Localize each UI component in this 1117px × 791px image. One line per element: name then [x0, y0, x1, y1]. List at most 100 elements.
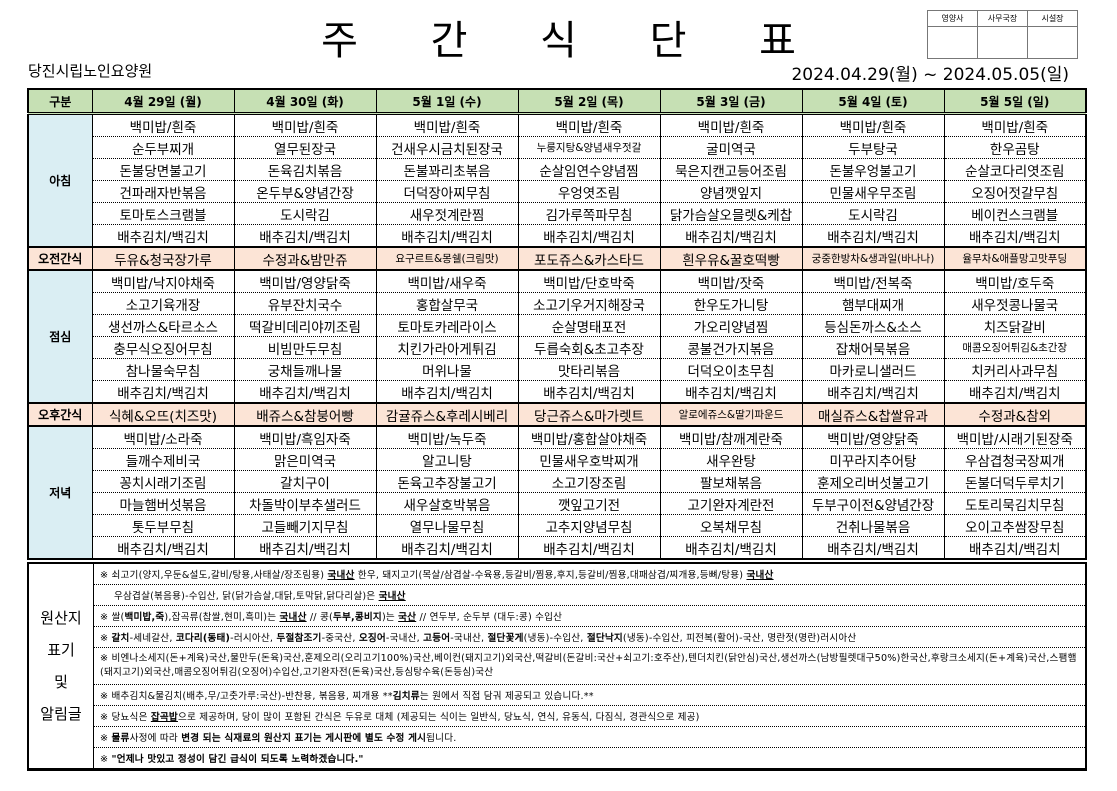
emphasis-text: 국산: [398, 612, 417, 623]
menu-item: 치커리사과무침: [943, 358, 1087, 381]
notice-text: 으로 제공하며, 당이 많이 포함된 간식은 두유로 대체 (제공되는 식이는 …: [177, 712, 700, 723]
notice-text: ※ 비엔나소세지(돈+계육)국산,물만두(돈육)국산,훈제오리(오리고기100%…: [100, 653, 1077, 678]
notice-line: ※ 쌀(백미밥,죽),잡곡류(찹쌀,현미,흑미)는 국내산 // 콩(두부,콩비…: [93, 605, 1086, 627]
menu-item: 배추김치/백김치: [375, 224, 519, 248]
menu-item: 소고기우거지해장국: [517, 292, 661, 315]
meal-label: 저녁: [27, 426, 93, 560]
menu-item: 백미밥/소라죽: [91, 426, 235, 449]
emphasis-text: 국내산: [378, 591, 406, 602]
menu-item: 굴미역국: [659, 136, 803, 159]
menu-item: 백미밥/흑임자죽: [233, 426, 377, 449]
menu-item: 열무된장국: [233, 136, 377, 159]
menu-item: 수정과&밤만쥬: [233, 247, 377, 271]
menu-item: 포도쥬스&카스타드: [517, 247, 661, 271]
menu-item: 건파래자반볶음: [91, 180, 235, 203]
menu-item: 도토리묵김치무침: [943, 492, 1087, 515]
meal-row: 배추김치/백김치 배추김치/백김치 배추김치/백김치 배추김치/백김치 배추김치/백김치…: [28, 224, 1087, 248]
menu-item: 가오리양념찜: [659, 314, 803, 337]
menu-item: 돈육김치볶음: [233, 158, 377, 181]
menu-item: 유부잔치국수: [233, 292, 377, 315]
menu-item: 등심돈까스&소스: [801, 314, 945, 337]
menu-item: 백미밥/낙지야채죽: [91, 270, 235, 293]
menu-item: 배추김치/백김치: [517, 536, 661, 560]
menu-item: 생선까스&타르소스: [91, 314, 235, 337]
menu-item: 톳두부무침: [91, 514, 235, 537]
notice-line: ※ 쇠고기(양지,우둔&설도,갈비/탕용,사태살/장조림용) 국내산 한우, 돼…: [93, 563, 1086, 585]
weekly-menu-table: 구분 4월 29일 (월) 4월 30일 (화) 5월 1일 (수) 5월 2일 (목)…: [27, 88, 1087, 560]
meal-row: 점심 백미밥/낙지야채죽 백미밥/영양닭죽 백미밥/새우죽 백미밥/단호박죽 백미밥/잣죽…: [27, 270, 1087, 404]
signature-slot: [1027, 26, 1078, 59]
menu-item: 비빔만두무침: [233, 336, 377, 359]
notice-text: -중국산,: [321, 633, 359, 644]
menu-item: 토마토카레라이스: [375, 314, 519, 337]
menu-item: 묵은지캔고등어조림: [659, 158, 803, 181]
menu-item: 돈불더덕두루치기: [943, 470, 1087, 493]
menu-item: 햄부대찌개: [801, 292, 945, 315]
day-header: 5월 1일 (수): [375, 88, 519, 115]
emphasis-text: 절단꽃게: [487, 633, 524, 644]
snack-row: 오전간식 두유&청국장가루 수정과&밤만쥬 요구르트&몽쉘(크림맛) 포도쥬스&카스타드…: [27, 247, 1087, 271]
menu-item: 온두부&양념간장: [233, 180, 377, 203]
emphasis-text: 코다리(동태): [175, 633, 231, 644]
meal-row: 꽁치시래기조림 갈치구이 돈육고추장불고기 소고기장조림 팔보채볶음 훈제오리버섯불고기 돈…: [28, 470, 1087, 493]
notice-line: ※ 갈치-세네갈산, 코다리(동태)-러시아산, 두절참조기-중국산, 오징어-…: [93, 626, 1086, 648]
menu-item: 배추김치/백김치: [233, 224, 377, 248]
menu-item: 한우곰탕: [943, 136, 1087, 159]
menu-item: 배추김치/백김치: [517, 224, 661, 248]
menu-item: 오이고추쌈장무침: [943, 514, 1087, 537]
notice-text: // 콩(: [306, 612, 333, 623]
day-header: 5월 3일 (금): [659, 88, 803, 115]
notice-line: ※ 배추김치&물김치(배추,무/고춧가루:국산)-반찬용, 볶음용, 찌개용 *…: [93, 684, 1086, 706]
notice-text: 한우, 돼지고기(목살/삼겹살-수육용,등갈비/찜용,후지,등갈비/찜용,대패삼…: [354, 570, 747, 581]
emphasis-text: 변경 되는 식재료의 원산지 표기는 게시판에 별도 수정 게시: [181, 733, 427, 744]
menu-item: 새우젓콩나물국: [943, 292, 1087, 315]
day-header: 4월 30일 (화): [233, 88, 377, 115]
snack-row: 오후간식 식혜&오뜨(치즈맛) 배쥬스&참붕어빵 감귤쥬스&후레시베리 당근쥬스&마가렛…: [27, 403, 1087, 427]
menu-item: 훈제오리버섯불고기: [801, 470, 945, 493]
menu-item: 두릅숙회&초고추장: [517, 336, 661, 359]
menu-item: 백미밥/시래기된장죽: [943, 426, 1087, 449]
notes-label: 원산지 표기 및 알림글: [28, 563, 94, 770]
notes-table: 원산지 표기 및 알림글 ※ 쇠고기(양지,우둔&설도,갈비/탕용,사태살/장조림용) …: [27, 562, 1087, 771]
menu-item: 고기완자계란전: [659, 492, 803, 515]
menu-item: 두유&청국장가루: [91, 247, 235, 271]
emphasis-text: 물류: [111, 733, 130, 744]
menu-item: 양념깻잎지: [659, 180, 803, 203]
menu-item: 민물새우호박찌개: [517, 448, 661, 471]
menu-item: 백미밥/흰죽: [375, 113, 519, 137]
emphasis-text: 두절참조기: [276, 633, 322, 644]
menu-item: 배추김치/백김치: [801, 380, 945, 404]
menu-item: 마카로니샐러드: [801, 358, 945, 381]
menu-item: 맛타리볶음: [517, 358, 661, 381]
notice-line: ※ "언제나 맛있고 정성이 담긴 급식이 되도록 노력하겠습니다.": [93, 747, 1086, 770]
signature-slot: [977, 26, 1028, 59]
meal-row: 배추김치/백김치 배추김치/백김치 배추김치/백김치 배추김치/백김치 배추김치/백김치…: [28, 380, 1087, 404]
menu-item: 소고기육개장: [91, 292, 235, 315]
menu-item: 건취나물볶음: [801, 514, 945, 537]
menu-item: 배추김치/백김치: [233, 536, 377, 560]
menu-item: 열무나물무침: [375, 514, 519, 537]
notice-text: ※ 배추김치&물김치(배추,무/고춧가루:국산)-반찬용, 볶음용, 찌개용 *…: [100, 691, 393, 702]
day-header: 4월 29일 (월): [91, 88, 235, 115]
menu-item: 매콤오징어튀김&초간장: [943, 336, 1087, 359]
menu-item: 순살임연수양념찜: [517, 158, 661, 181]
menu-item: 백미밥/흰죽: [91, 113, 235, 137]
menu-item: 궁채들깨나물: [233, 358, 377, 381]
notice-text: 사정에 따라: [129, 733, 182, 744]
menu-item: 백미밥/흰죽: [233, 113, 377, 137]
meal-row: 생선까스&타르소스 떡갈비데리야끼조림 토마토카레라이스 순살명태포전 가오리양념찜 등심…: [28, 314, 1087, 337]
day-header: 5월 5일 (일): [943, 88, 1087, 115]
menu-item: 배추김치/백김치: [659, 224, 803, 248]
notes-label-line: 표기: [47, 641, 75, 659]
meal-row: 돈불당면불고기 돈육김치볶음 돈불꽈리초볶음 순살임연수양념찜 묵은지캔고등어조림 돈불우…: [28, 158, 1087, 181]
menu-item: 백미밥/영양닭죽: [801, 426, 945, 449]
emphasis-text: "언제나 맛있고 정성이 담긴 급식이 되도록 노력하겠습니다.": [111, 754, 364, 765]
menu-item: 팔보채볶음: [659, 470, 803, 493]
menu-item: 배추김치/백김치: [91, 536, 235, 560]
menu-item: 오징어젓갈무침: [943, 180, 1087, 203]
menu-item: 백미밥/단호박죽: [517, 270, 661, 293]
menu-item: 알고니탕: [375, 448, 519, 471]
menu-item: 배쥬스&참붕어빵: [233, 403, 377, 427]
meal-row: 아침 백미밥/흰죽 백미밥/흰죽 백미밥/흰죽 백미밥/흰죽 백미밥/흰죽 백미밥/흰죽 백미…: [27, 113, 1087, 248]
menu-item: 배추김치/백김치: [943, 536, 1087, 560]
